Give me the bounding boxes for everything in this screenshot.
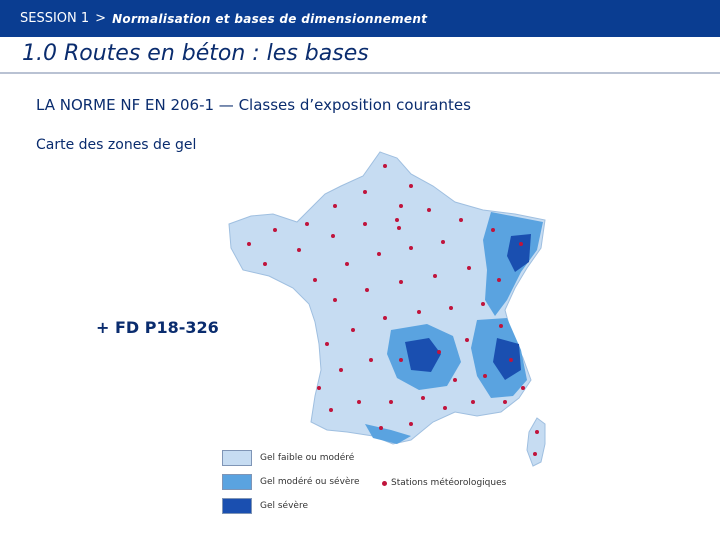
- breadcrumb-separator: >: [95, 11, 107, 26]
- section-heading: LA NORME NF EN 206-1 — Classes d’exposit…: [36, 96, 471, 114]
- legend-label: Stations météorologiques: [391, 478, 507, 488]
- legend-label: Gel modéré ou sévère: [260, 477, 360, 487]
- station-dots: [247, 164, 539, 456]
- reference-note: + FD P18-326: [96, 318, 219, 337]
- station-dot-icon: [382, 480, 387, 486]
- map-caption: Carte des zones de gel: [36, 137, 197, 153]
- legend-label: Gel faible ou modéré: [260, 453, 355, 463]
- map-legend: Gel faible ou modéré Gel modéré ou sévèr…: [222, 450, 542, 520]
- severe-zone-vosges: [507, 234, 531, 272]
- legend-item-moderate-frost: Gel modéré ou sévère: [222, 474, 360, 490]
- legend-swatch: [222, 474, 252, 490]
- session-label: SESSION 1: [20, 11, 90, 26]
- frost-zone-map: [228, 151, 546, 467]
- legend-swatch: [222, 450, 252, 466]
- session-header-bar: SESSION 1 > Normalisation et bases de di…: [0, 0, 720, 37]
- legend-item-light-frost: Gel faible ou modéré: [222, 450, 354, 466]
- legend-label: Gel sévère: [260, 501, 309, 511]
- slide-title: 1.0 Routes en béton : les bases: [22, 41, 369, 66]
- legend-swatch: [222, 498, 252, 514]
- session-subtitle: Normalisation et bases de dimensionnemen…: [112, 11, 428, 26]
- corsica-shape: [526, 417, 546, 467]
- severe-zone-alps: [493, 338, 521, 380]
- moderate-zone-pyrenees: [365, 424, 411, 444]
- legend-item-severe-frost: Gel sévère: [222, 498, 308, 514]
- severe-zone-massif-central: [405, 338, 441, 372]
- title-divider: [0, 72, 720, 74]
- legend-item-stations: Stations météorologiques: [382, 478, 506, 488]
